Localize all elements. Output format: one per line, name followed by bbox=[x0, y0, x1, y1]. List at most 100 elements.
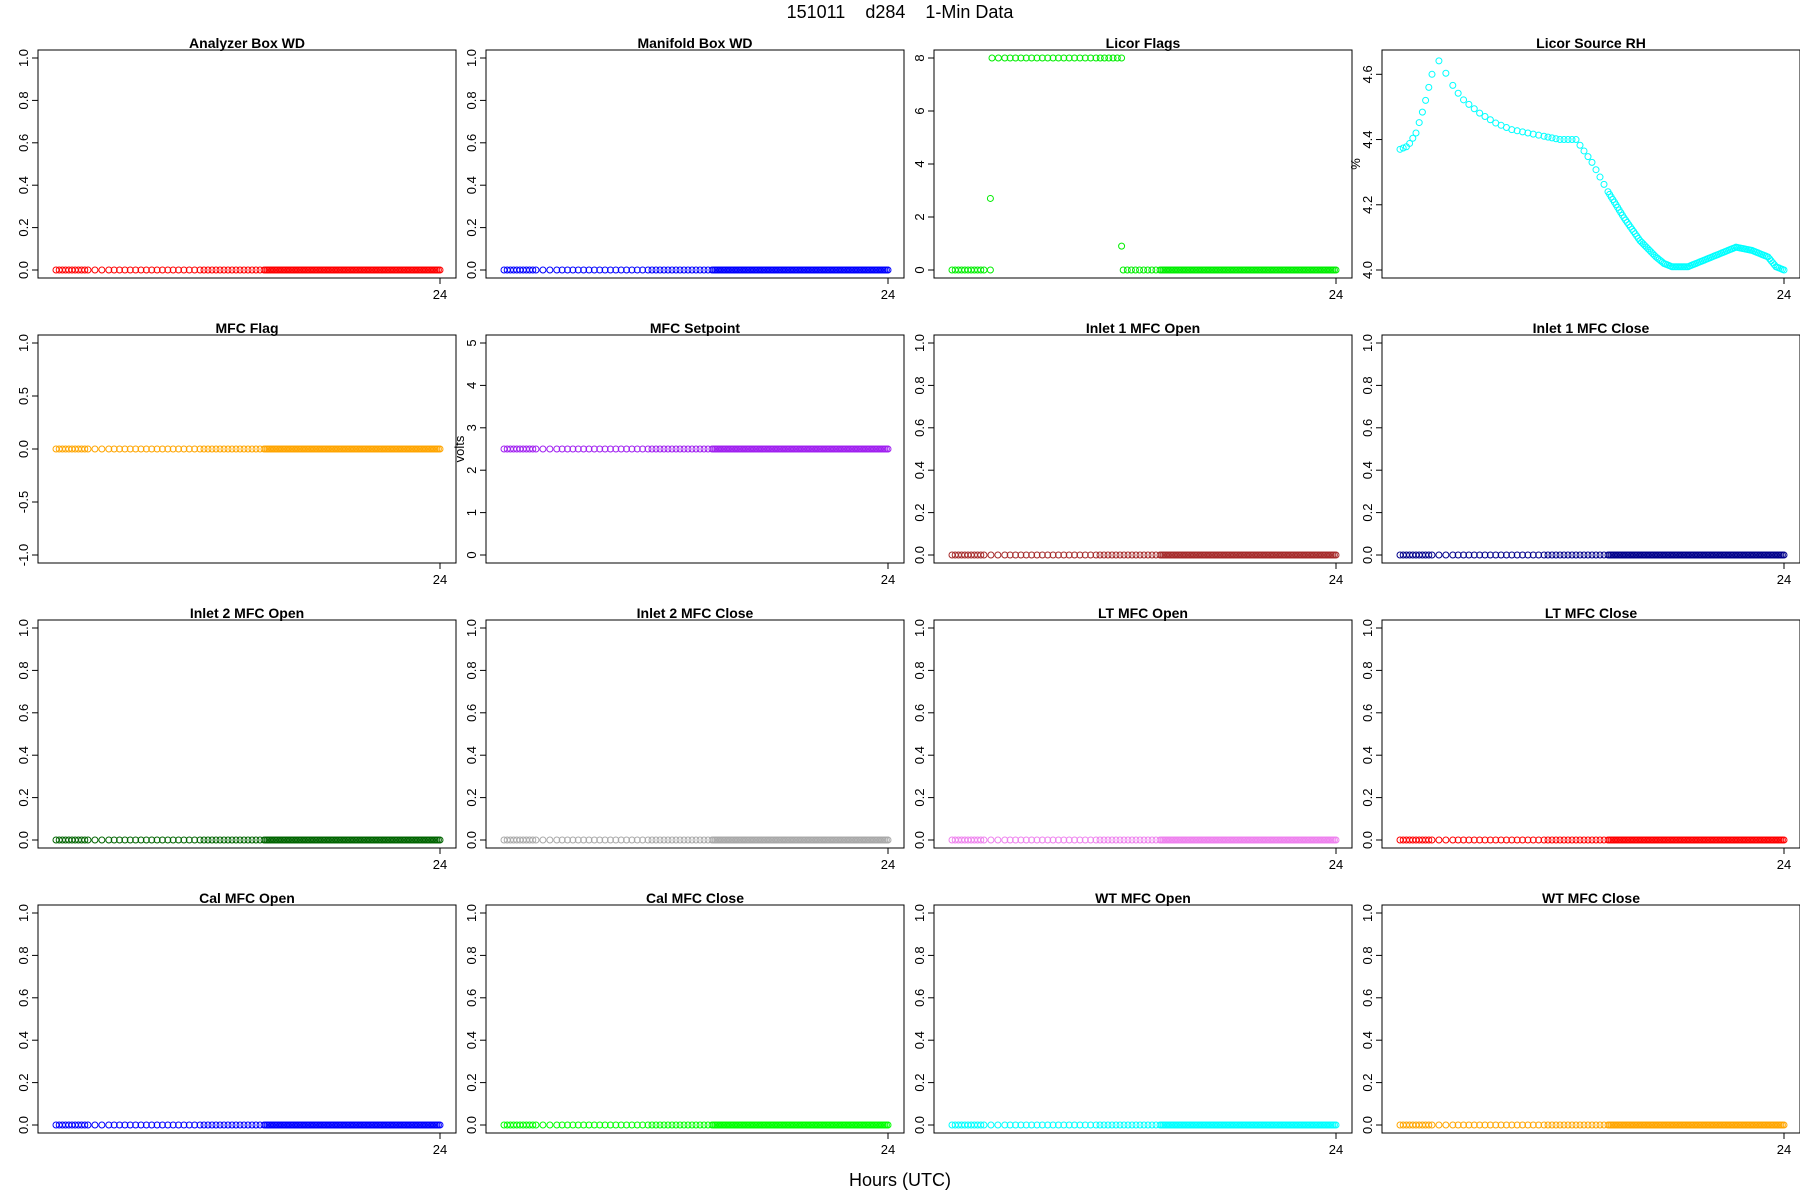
data-point bbox=[680, 1121, 688, 1129]
data-point bbox=[200, 1121, 208, 1129]
data-point bbox=[1572, 136, 1580, 144]
data-point bbox=[660, 445, 668, 453]
data-point bbox=[228, 836, 236, 844]
data-point bbox=[696, 836, 704, 844]
data-point bbox=[137, 1121, 145, 1129]
y-axis-label: volts bbox=[452, 435, 467, 462]
data-point bbox=[585, 1121, 593, 1129]
data-point bbox=[628, 836, 636, 844]
data-point bbox=[684, 445, 692, 453]
data-point bbox=[1028, 551, 1036, 559]
data-point bbox=[1076, 1121, 1084, 1129]
data-point bbox=[436, 836, 444, 844]
data-point bbox=[158, 266, 166, 274]
data-point bbox=[137, 266, 145, 274]
data-point bbox=[236, 266, 244, 274]
data-point bbox=[688, 445, 696, 453]
data-point bbox=[1519, 551, 1527, 559]
data-point bbox=[1580, 147, 1588, 155]
data-point bbox=[1481, 1121, 1489, 1129]
data-point bbox=[1092, 836, 1100, 844]
data-point bbox=[1108, 1121, 1116, 1129]
data-point bbox=[1460, 1121, 1468, 1129]
y-tick-label: 0.2 bbox=[912, 504, 927, 522]
data-point bbox=[91, 1121, 99, 1129]
data-point bbox=[994, 1121, 1002, 1129]
data-point bbox=[569, 836, 577, 844]
data-point bbox=[1442, 69, 1450, 77]
data-point bbox=[1065, 54, 1073, 62]
data-point bbox=[1060, 836, 1068, 844]
data-point bbox=[126, 836, 134, 844]
y-tick-label: 6 bbox=[912, 107, 927, 114]
y-tick-label: 0.6 bbox=[912, 989, 927, 1007]
y-tick-label: 4.0 bbox=[1360, 261, 1375, 279]
data-point bbox=[142, 266, 150, 274]
data-point bbox=[644, 266, 652, 274]
data-point bbox=[660, 266, 668, 274]
panel-6: MFC Setpoint 0 1 2 3 4 5 volts 24 bbox=[452, 320, 905, 587]
panel-title: Analyzer Box WD bbox=[189, 35, 305, 51]
data-point bbox=[546, 266, 554, 274]
data-point bbox=[1131, 266, 1139, 274]
data-point bbox=[585, 266, 593, 274]
data-point bbox=[676, 1121, 684, 1129]
data-point bbox=[208, 445, 216, 453]
data-point bbox=[1486, 551, 1494, 559]
data-point bbox=[180, 445, 188, 453]
data-point bbox=[1128, 1121, 1136, 1129]
data-point bbox=[1529, 551, 1537, 559]
data-point bbox=[126, 266, 134, 274]
plot-frame bbox=[37, 904, 457, 1134]
data-point bbox=[1108, 836, 1116, 844]
data-point bbox=[228, 266, 236, 274]
data-point bbox=[142, 445, 150, 453]
data-point bbox=[1497, 551, 1505, 559]
data-point bbox=[220, 836, 228, 844]
data-point bbox=[1104, 551, 1112, 559]
y-tick-label: 0.6 bbox=[464, 134, 479, 152]
data-point bbox=[121, 445, 129, 453]
data-point bbox=[558, 445, 566, 453]
panel-title: WT MFC Open bbox=[1095, 890, 1191, 906]
data-point bbox=[1076, 54, 1084, 62]
data-point bbox=[185, 266, 193, 274]
data-point bbox=[532, 1121, 540, 1129]
y-tick-label: 1.0 bbox=[464, 619, 479, 637]
data-point bbox=[580, 445, 588, 453]
data-point bbox=[553, 445, 561, 453]
data-point bbox=[196, 445, 204, 453]
data-point bbox=[1116, 1121, 1124, 1129]
data-point bbox=[1435, 1121, 1443, 1129]
data-point bbox=[1120, 1121, 1128, 1129]
data-point bbox=[668, 266, 676, 274]
x-tick-label: 24 bbox=[433, 287, 447, 302]
data-point bbox=[236, 836, 244, 844]
data-point bbox=[1001, 1121, 1009, 1129]
data-point bbox=[121, 1121, 129, 1129]
data-point bbox=[1502, 551, 1510, 559]
data-point bbox=[1454, 836, 1462, 844]
y-tick-label: 4.6 bbox=[1360, 65, 1375, 83]
y-tick-label: 0.2 bbox=[16, 219, 31, 237]
data-point bbox=[232, 266, 240, 274]
panel-title: Licor Source RH bbox=[1536, 35, 1646, 51]
data-point bbox=[228, 1121, 236, 1129]
data-point bbox=[185, 836, 193, 844]
data-point bbox=[1560, 551, 1568, 559]
data-point bbox=[684, 836, 692, 844]
data-point bbox=[244, 445, 252, 453]
data-point bbox=[232, 445, 240, 453]
data-point bbox=[236, 445, 244, 453]
data-point bbox=[1033, 551, 1041, 559]
data-point bbox=[1087, 1121, 1095, 1129]
data-point bbox=[529, 445, 537, 453]
data-point bbox=[612, 445, 620, 453]
data-point bbox=[224, 266, 232, 274]
data-point bbox=[1144, 836, 1152, 844]
data-point bbox=[1486, 836, 1494, 844]
data-point bbox=[1060, 1121, 1068, 1129]
data-point bbox=[664, 445, 672, 453]
data-point bbox=[1535, 836, 1543, 844]
data-point bbox=[1568, 551, 1576, 559]
